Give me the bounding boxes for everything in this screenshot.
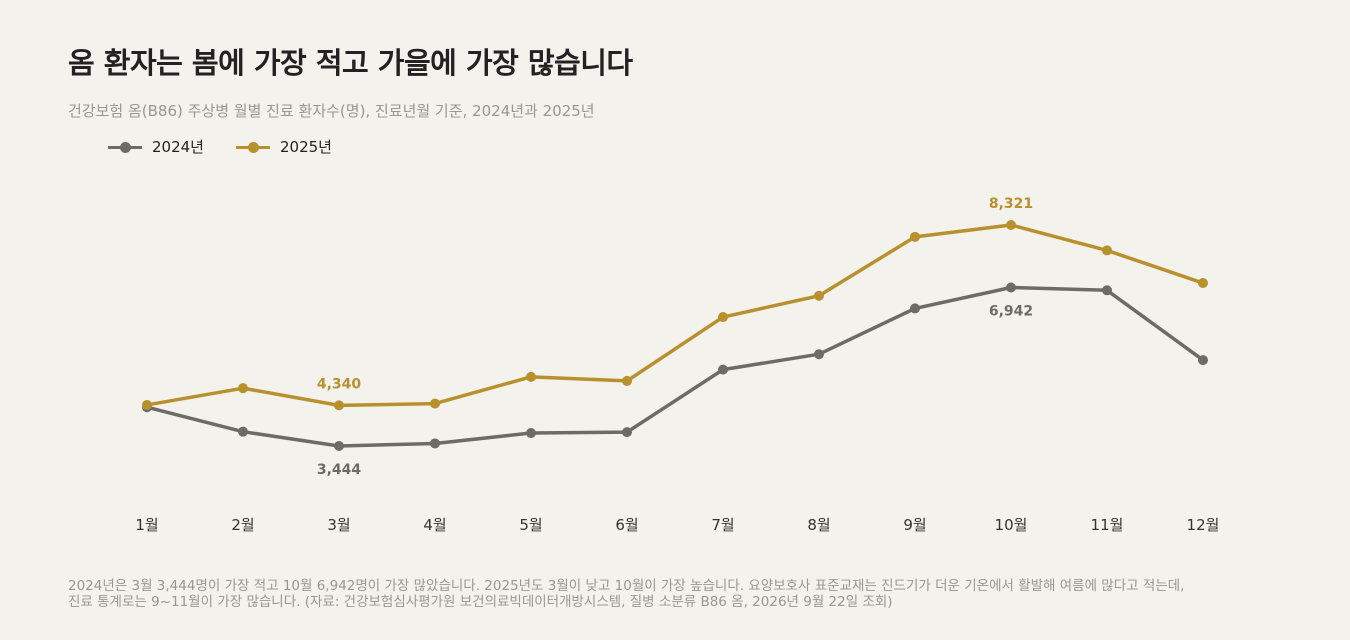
line-chart: 1월 2월 3월 4월 5월 6월 7월 8월 9월 10월 11월 12월 3,444 6,942 4,3… [135,196,1220,534]
data-label: 3,444 [317,462,362,478]
x-tick-label: 10월 [995,516,1028,534]
x-tick-label: 4월 [423,516,446,534]
data-point [1198,355,1208,366]
legend-swatch-2024 [108,137,142,157]
data-point [1102,245,1112,256]
x-tick-label: 12월 [1187,516,1220,534]
data-point [238,426,248,437]
data-point [238,383,248,394]
series-line-1 [145,223,1205,408]
data-point [526,428,536,439]
x-tick-label: 9월 [903,516,926,534]
legend-item-2024: 2024년 [108,136,204,157]
data-point [622,375,632,386]
data-label: 4,340 [317,376,362,392]
data-point [814,349,824,360]
data-point [910,303,920,314]
x-tick-label: 7월 [711,516,734,534]
data-point [142,399,152,410]
legend-item-2025: 2025년 [235,136,332,157]
data-point [430,398,440,409]
data-point [334,441,344,451]
data-point [1006,282,1016,293]
data-point [622,427,632,438]
x-tick-label: 1월 [135,516,158,534]
footnote: 2024년은 3월 3,444명이 가장 적고 10월 6,942명이 가장 많… [68,578,1350,610]
legend-swatch-2025 [235,137,270,157]
x-tick-label: 11월 [1091,516,1124,534]
x-tick-label: 8월 [807,516,830,534]
data-point [718,312,728,323]
chart-legend: 2024년 2025년 [108,136,332,157]
x-tick-label: 3월 [327,516,350,534]
data-point [718,364,728,375]
footnote-line-1: 2024년은 3월 3,444명이 가장 적고 10월 6,942명이 가장 많… [68,578,1185,594]
data-point [1102,285,1112,296]
chart-title: 옴 환자는 봄에 가장 적고 가을에 가장 많습니다 [68,46,633,80]
legend-label-2025: 2025년 [279,138,332,156]
legend-label-2024: 2024년 [152,138,204,156]
footnote-line-2: 진료 통계로는 9~11월이 가장 많습니다. (자료: 건강보험심사평가원 보… [68,594,893,610]
data-point [910,231,920,242]
data-point [430,438,440,449]
data-point [526,371,536,382]
x-tick-label: 5월 [519,516,542,534]
chart-subtitle: 건강보험 옴(B86) 주상병 월별 진료 환자수(명), 진료년월 기준, 2… [68,102,595,120]
data-point [1006,220,1016,230]
data-label: 6,942 [989,303,1033,319]
x-tick-label: 6월 [615,516,638,534]
data-point [334,400,344,411]
data-label: 8,321 [989,196,1033,212]
x-tick-label: 2월 [231,516,254,534]
series-line-0 [145,285,1205,448]
data-point [814,290,824,301]
data-point [1198,278,1208,289]
